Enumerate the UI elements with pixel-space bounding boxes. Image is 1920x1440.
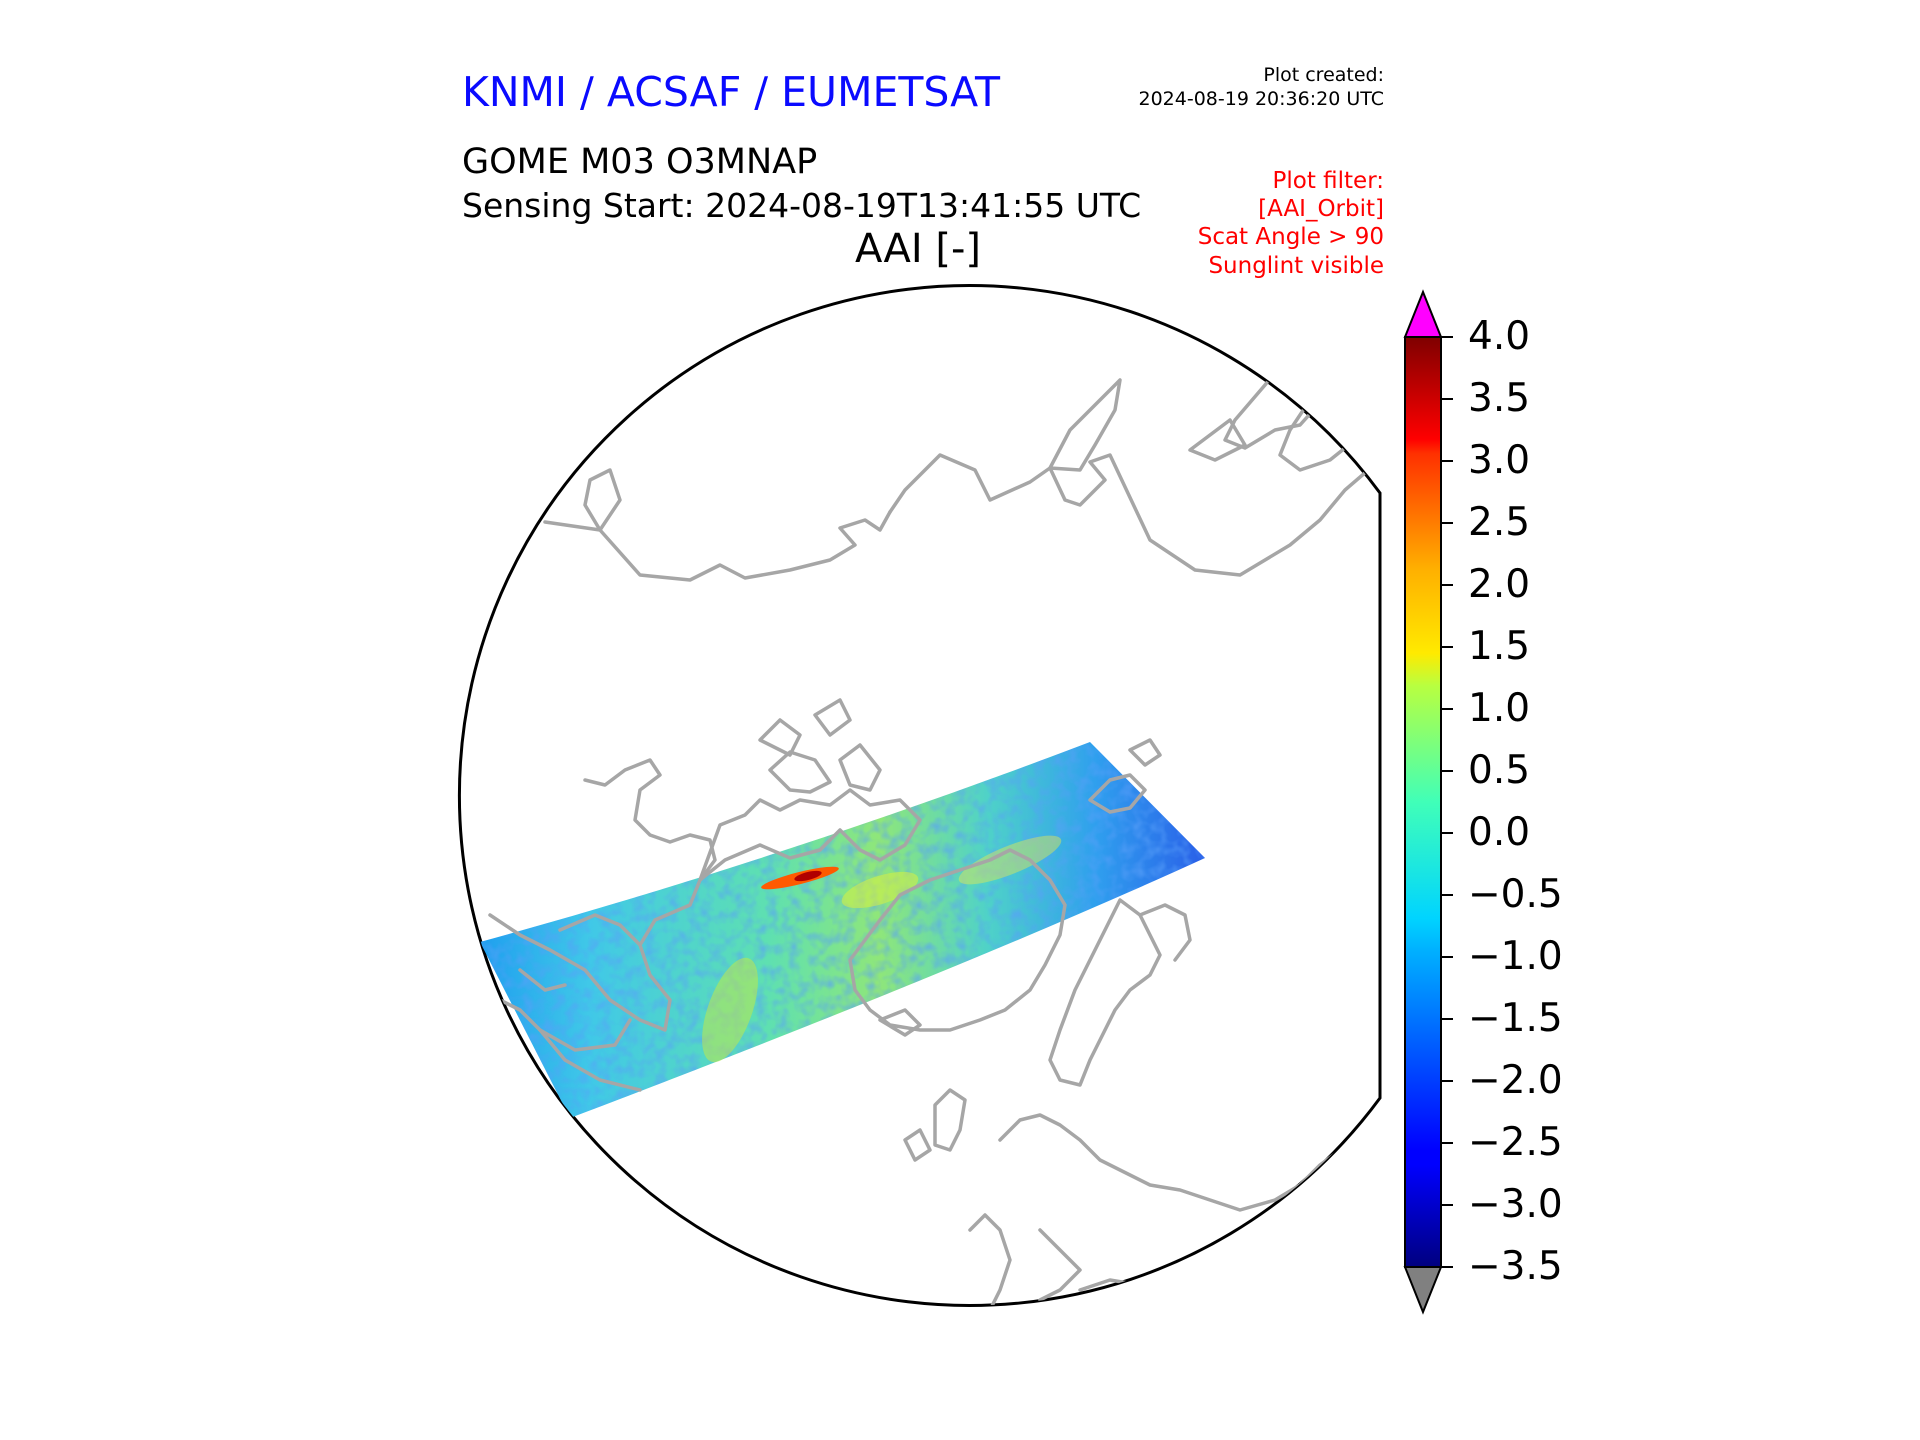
plot-created-label: Plot created: [1263, 64, 1384, 86]
colorbar-tick-label: 1.0 [1468, 686, 1531, 731]
colorbar-tick-label: −2.0 [1468, 1058, 1563, 1103]
plot-filter-scat-angle: Scat Angle > 90 [1197, 224, 1384, 250]
colorbar-over-triangle [1403, 289, 1443, 338]
variable-title: AAI [-] [855, 226, 981, 272]
colorbar-tick-label: 0.5 [1468, 748, 1531, 793]
colorbar-tick-label: 2.5 [1468, 500, 1531, 545]
aai-swath-speckle [480, 742, 1205, 1118]
colorbar-tick-label: −3.5 [1468, 1244, 1563, 1289]
colorbar-tick-label: 3.0 [1468, 438, 1531, 483]
colorbar-under-triangle [1403, 1266, 1443, 1315]
colorbar-tick-label: 1.5 [1468, 624, 1531, 669]
colorbar-tick-label: 4.0 [1468, 314, 1531, 359]
colorbar-tick-label: −1.0 [1468, 934, 1563, 979]
colorbar-tick-label: −1.5 [1468, 996, 1563, 1041]
aai-warm-patch [841, 871, 919, 909]
colorbar-tick-label: 0.0 [1468, 810, 1531, 855]
credit-text: KNMI / ACSAF / EUMETSAT [462, 68, 1001, 116]
colorbar-tick-marks [1441, 336, 1453, 1268]
sensing-start: Sensing Start: 2024-08-19T13:41:55 UTC [462, 186, 1142, 225]
colorbar-gradient [1404, 336, 1442, 1268]
product-title: GOME M03 O3MNAP [462, 142, 818, 182]
colorbar-tick-label: −2.5 [1468, 1120, 1563, 1165]
plot-created-time: 2024-08-19 20:36:20 UTC [1138, 88, 1385, 110]
plot-filter-heading: Plot filter: [1272, 168, 1384, 194]
aai-warm-patch [702, 957, 758, 1063]
globe-outline [457, 284, 1382, 1307]
colorbar-tick-label: 2.0 [1468, 562, 1531, 607]
colorbar-tick-label: 3.5 [1468, 376, 1531, 421]
colorbar-tick-label: −3.0 [1468, 1182, 1563, 1227]
colorbar-tick-label: −0.5 [1468, 872, 1563, 917]
colorbar [1403, 289, 1453, 1315]
aai-warm-patch [958, 835, 1062, 885]
plot-filter-sunglint: Sunglint visible [1208, 253, 1384, 279]
aai-hotspot-core [794, 870, 822, 882]
plot-filter-orbit: [AAI_Orbit] [1258, 196, 1384, 222]
